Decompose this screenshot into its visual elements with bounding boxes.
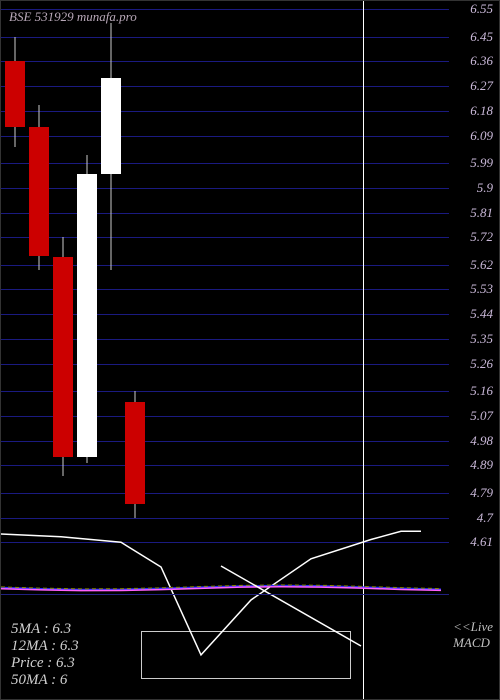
candle[interactable] <box>101 23 121 270</box>
price-tick-label: 6.09 <box>470 128 493 144</box>
price-tick-label: 5.99 <box>470 155 493 171</box>
price-tick-label: 6.18 <box>470 103 493 119</box>
price-tick-label: 5.72 <box>470 229 493 245</box>
watermark-text: BSE 531929 munafa.pro <box>9 9 137 25</box>
candle[interactable] <box>53 237 73 476</box>
macd-text: MACD <box>453 635 493 651</box>
price-tick-label: 5.44 <box>470 306 493 322</box>
price-tick-label: 6.36 <box>470 53 493 69</box>
price-tick-label: 4.79 <box>470 485 493 501</box>
marker-box <box>141 631 351 679</box>
price-tick-label: 5.16 <box>470 383 493 399</box>
candle[interactable] <box>29 105 49 270</box>
price-tick-label: 5.81 <box>470 205 493 221</box>
candle[interactable] <box>5 37 25 147</box>
info-line: 50MA : 6 <box>11 672 79 689</box>
price-tick-label: 5.9 <box>477 180 493 196</box>
price-tick-label: 5.53 <box>470 281 493 297</box>
price-tick-label: 5.35 <box>470 331 493 347</box>
price-tick-label: 4.89 <box>470 457 493 473</box>
price-plot-area[interactable] <box>1 1 449 556</box>
price-tick-label: 4.61 <box>470 534 493 550</box>
info-overlay: 5MA : 6.312MA : 6.3Price : 6.350MA : 6 <box>11 621 79 689</box>
price-tick-label: 4.7 <box>477 510 493 526</box>
price-tick-label: 6.55 <box>470 1 493 17</box>
price-tick-label: 5.26 <box>470 356 493 372</box>
macd-gridline <box>1 594 449 595</box>
candle[interactable] <box>125 391 145 517</box>
info-line: 5MA : 6.3 <box>11 621 79 638</box>
price-tick-label: 5.62 <box>470 257 493 273</box>
price-tick-label: 6.27 <box>470 78 493 94</box>
price-tick-label: 5.07 <box>470 408 493 424</box>
stock-chart: BSE 531929 munafa.pro 6.556.456.366.276.… <box>0 0 500 700</box>
price-tick-label: 4.98 <box>470 433 493 449</box>
info-line: Price : 6.3 <box>11 655 79 672</box>
live-macd-label: <<Live MACD <box>453 619 493 651</box>
price-y-axis: 6.55 6.45 6.36 6.27 6.18 6.09 5.99 5.9 5.81 5.72 5… <box>449 1 499 556</box>
info-line: 12MA : 6.3 <box>11 638 79 655</box>
live-text: <<Live <box>453 619 493 635</box>
price-tick-label: 6.45 <box>470 29 493 45</box>
candle[interactable] <box>77 155 97 463</box>
